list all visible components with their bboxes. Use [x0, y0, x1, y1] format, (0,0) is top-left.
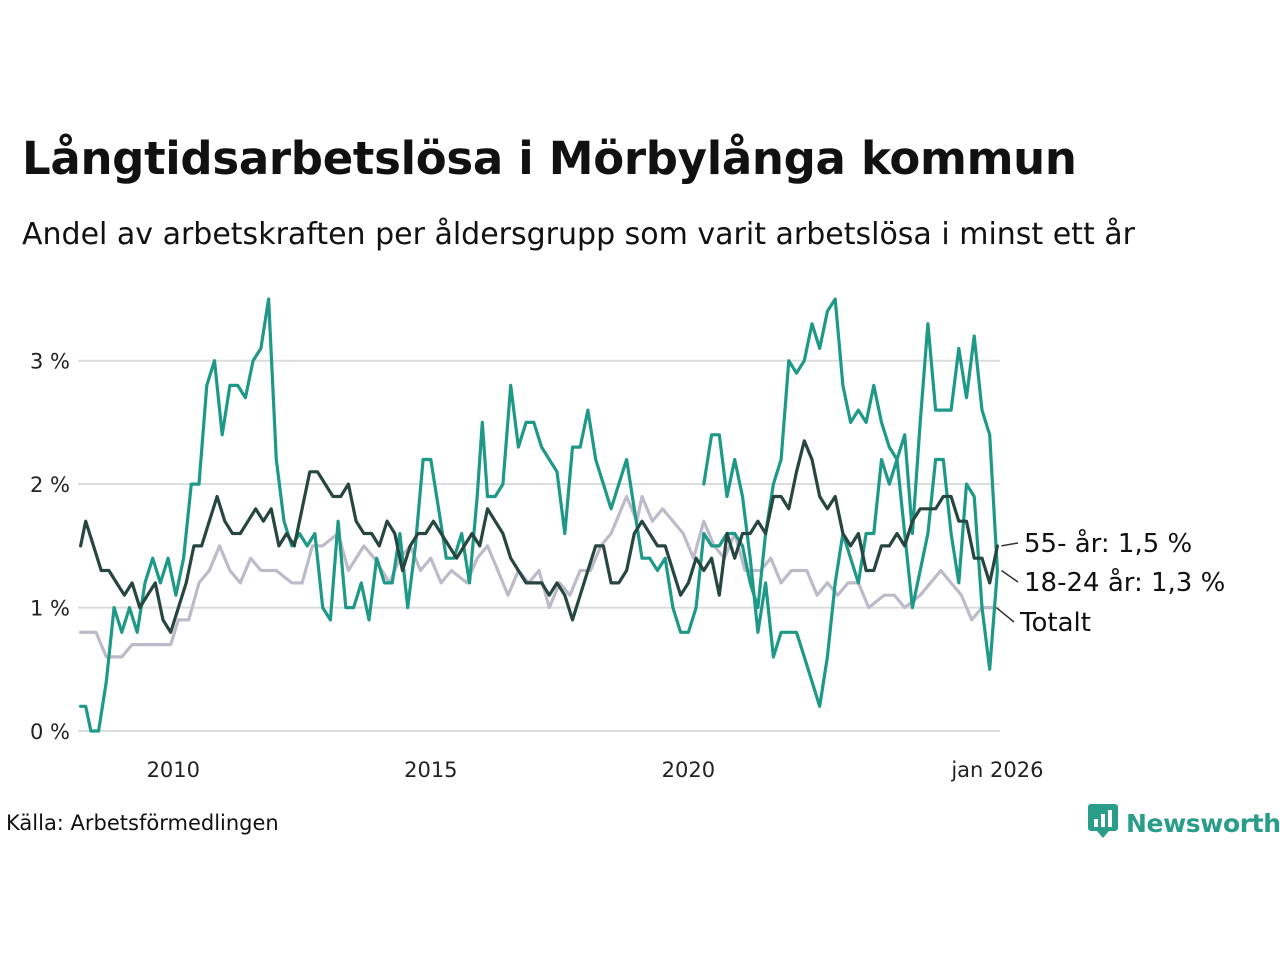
chart-title: Långtidsarbetslösa i Mörbylånga kommun — [22, 132, 1077, 185]
series-lines — [79, 297, 999, 733]
end-label-connector — [1000, 569, 1019, 583]
y-tick-label: 2 % — [30, 473, 70, 497]
gridlines — [78, 359, 1000, 732]
end-label-18-24-r: 18-24 år: 1,3 % — [1024, 567, 1225, 598]
bar-chart-speech-bubble-icon — [1088, 804, 1118, 842]
y-tick-label: 3 % — [30, 350, 70, 374]
y-tick-label: 0 % — [30, 720, 70, 744]
series-line-18-24-r — [79, 297, 999, 733]
end-label-connector — [995, 606, 1015, 623]
series-line-55-r — [79, 439, 999, 634]
end-label-connector — [1001, 542, 1019, 547]
x-tick-label: 2010 — [147, 758, 200, 782]
chart-subtitle: Andel av arbetskraften per åldersgrupp s… — [22, 217, 1135, 252]
series-line-totalt — [79, 494, 994, 659]
x-tick-label: 2015 — [404, 758, 457, 782]
y-tick-label: 1 % — [30, 597, 70, 621]
brand-name: Newsworthy — [1126, 808, 1280, 838]
axis-ticks: 0 % 1 % 2 % 3 % 2010 2015 2020 jan 2026 — [30, 350, 1043, 782]
end-label-totalt: Totalt — [1019, 608, 1091, 638]
end-labels: 55- år: 1,5 % 18-24 år: 1,3 % Totalt — [995, 528, 1225, 638]
x-tick-label: jan 2026 — [950, 758, 1043, 782]
x-tick-label: 2020 — [662, 758, 715, 782]
end-label-55-r: 55- år: 1,5 % — [1024, 528, 1192, 559]
source-note: Källa: Arbetsförmedlingen — [6, 811, 279, 835]
series-line-18-24-r-b — [702, 433, 999, 708]
brand-logo[interactable]: Newsworthy — [1088, 804, 1280, 842]
